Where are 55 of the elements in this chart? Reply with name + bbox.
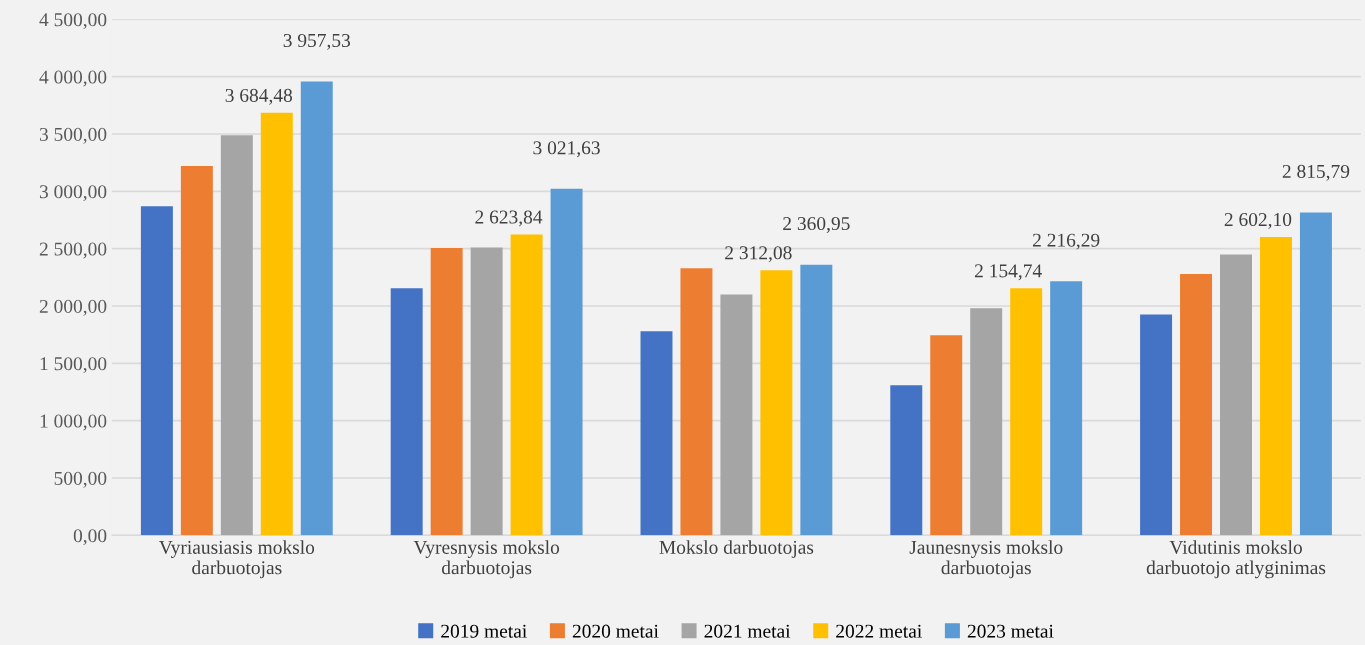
data-label: 3 021,63 [533, 141, 600, 158]
data-label: 2 216,29 [1032, 233, 1100, 250]
y-tick-label: 4 000,00 [39, 70, 107, 87]
y-tick-label: 2 500,00 [39, 242, 107, 259]
data-label: 3 684,48 [225, 88, 293, 105]
bar [640, 331, 673, 536]
bar [220, 135, 253, 536]
x-tick-label: Vyresnysis mokslo darbuotojas [413, 540, 560, 579]
data-label: 2 602,10 [1224, 212, 1292, 229]
legend-label: 2019 metai [441, 624, 527, 638]
legend-label: 2020 metai [572, 624, 659, 638]
bar [300, 81, 333, 536]
y-tick-label: 1 500,00 [40, 357, 107, 374]
bar [260, 112, 293, 536]
bar [550, 188, 583, 536]
legend-label: 2022 metai [836, 624, 922, 638]
data-label: 2 623,84 [475, 210, 543, 227]
bar [800, 264, 833, 536]
legend-label: 2021 metai [704, 624, 791, 638]
bar [1259, 236, 1292, 536]
legend-label: 2023 metai [967, 624, 1054, 638]
bar [680, 268, 713, 536]
y-tick-label: 1 000,00 [40, 414, 107, 431]
y-tick-label: 3 000,00 [39, 185, 107, 202]
x-tick-label: Mokslo darbuotojas [659, 540, 814, 558]
bar [1299, 212, 1332, 536]
y-tick-label: 4 500,00 [39, 13, 107, 30]
x-tick-label: Vyriausiasis mokslo darbuotojas [159, 540, 315, 579]
data-label: 2 312,08 [725, 246, 792, 263]
x-tick-label: Vidutinis mokslo darbuotojo atlyginimas [1146, 540, 1326, 579]
bar [1180, 273, 1213, 536]
bar [890, 385, 923, 536]
bar [390, 288, 423, 536]
bar [1140, 314, 1173, 536]
bar [430, 248, 463, 536]
bar [930, 335, 963, 536]
bar [720, 294, 753, 536]
data-label: 3 957,53 [283, 33, 351, 50]
data-label: 2 360,95 [783, 217, 850, 233]
y-tick-label: 0,00 [73, 529, 107, 546]
bar [140, 206, 173, 536]
bar [1010, 288, 1043, 536]
x-tick-label: Jaunesnysis mokslo darbuotojas [909, 540, 1063, 579]
bar [180, 166, 213, 536]
y-tick-label: 2 000,00 [39, 299, 107, 316]
bar [510, 234, 543, 536]
y-tick-label: 3 500,00 [39, 127, 107, 144]
bar [760, 270, 793, 536]
data-label: 2 154,74 [974, 264, 1042, 281]
data-label: 2 815,79 [1282, 164, 1350, 181]
bar [1220, 254, 1252, 536]
y-tick-label: 500,00 [54, 471, 107, 488]
bar [1050, 281, 1083, 536]
bar [970, 308, 1003, 536]
bar [470, 247, 503, 536]
